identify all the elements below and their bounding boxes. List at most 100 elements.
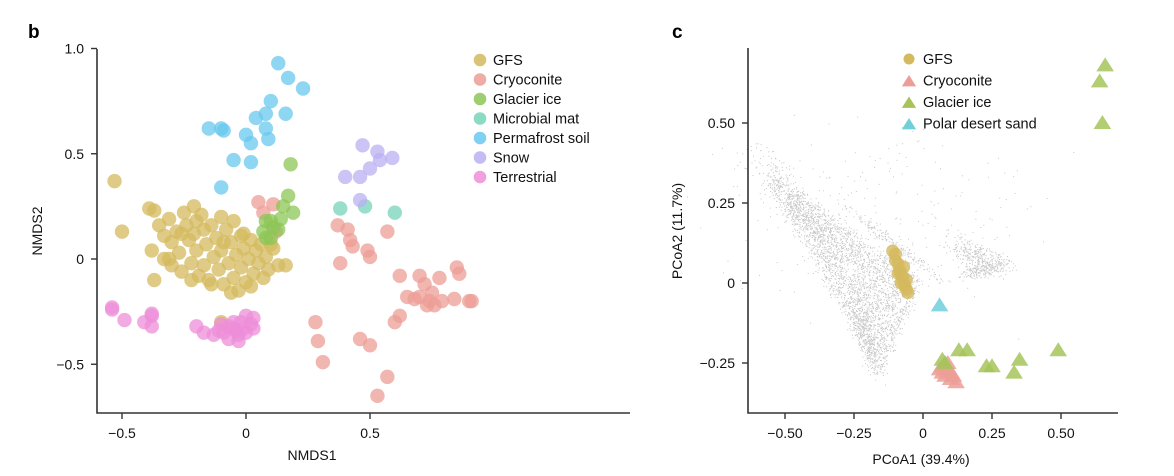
background-point	[863, 329, 865, 330]
point-cryoconite	[424, 285, 440, 300]
background-point	[907, 251, 909, 253]
background-point	[782, 214, 784, 216]
background-point	[912, 244, 914, 246]
background-point	[966, 250, 968, 252]
background-point	[860, 217, 862, 219]
background-point	[808, 226, 810, 228]
background-point	[824, 229, 826, 231]
background-point	[810, 208, 812, 210]
background-point	[866, 344, 868, 346]
background-point	[836, 271, 838, 273]
background-point	[884, 357, 886, 359]
background-point	[864, 339, 866, 340]
background-point	[820, 257, 822, 259]
background-point	[815, 231, 817, 233]
y-tick-label: 0.5	[65, 146, 85, 162]
background-point	[915, 287, 917, 289]
background-point	[880, 254, 882, 256]
background-point	[835, 237, 837, 238]
point-gfs	[147, 203, 162, 218]
background-point	[870, 325, 872, 327]
background-point	[873, 369, 875, 371]
background-point	[985, 275, 987, 277]
background-point	[826, 262, 828, 264]
background-point	[750, 146, 752, 147]
background-point	[906, 302, 907, 304]
background-point	[988, 272, 990, 274]
background-point	[820, 241, 821, 243]
background-point	[870, 352, 872, 353]
background-point	[858, 329, 860, 331]
background-point	[801, 195, 803, 197]
background-point	[815, 252, 817, 254]
background-point	[811, 252, 813, 254]
background-point	[877, 323, 879, 325]
background-point	[899, 322, 901, 323]
background-point	[793, 202, 795, 204]
background-point	[963, 249, 965, 251]
background-point	[769, 176, 771, 178]
background-point	[869, 340, 871, 342]
background-point	[877, 329, 879, 331]
background-point	[908, 314, 910, 316]
background-point	[899, 292, 901, 293]
background-point	[891, 287, 893, 289]
background-point	[814, 221, 816, 223]
background-point	[869, 354, 871, 356]
background-point	[855, 257, 857, 259]
background-point	[939, 275, 941, 277]
background-point	[850, 245, 852, 247]
background-point	[875, 365, 877, 367]
background-point	[847, 287, 849, 289]
background-point	[786, 167, 787, 169]
background-point	[826, 286, 828, 288]
background-point	[913, 280, 915, 282]
background-point	[862, 294, 864, 296]
background-point	[880, 310, 882, 312]
background-point	[824, 248, 826, 250]
background-point	[984, 259, 986, 261]
background-point	[857, 316, 858, 318]
background-point	[855, 300, 857, 302]
background-point	[883, 363, 885, 365]
background-point	[852, 309, 854, 311]
background-point	[858, 261, 860, 263]
background-point	[817, 240, 818, 242]
background-point	[989, 261, 991, 263]
legend-item-microbial-mat: Microbial mat	[473, 112, 579, 128]
background-point	[879, 318, 881, 319]
background-point	[957, 253, 959, 255]
background-point	[850, 282, 852, 284]
background-point	[873, 231, 875, 233]
background-point	[860, 273, 862, 274]
background-point	[845, 269, 847, 271]
background-point	[879, 318, 880, 320]
background-point	[877, 278, 879, 280]
background-point	[845, 260, 847, 262]
background-point	[872, 337, 874, 338]
background-point	[856, 316, 858, 318]
background-point	[817, 252, 819, 254]
background-point	[778, 196, 780, 198]
background-point	[878, 343, 880, 345]
background-point	[869, 220, 871, 222]
background-point	[892, 308, 894, 310]
background-point	[879, 307, 881, 309]
background-point	[822, 223, 824, 225]
background-point	[859, 246, 860, 248]
background-point	[819, 241, 821, 242]
background-point	[968, 252, 970, 254]
background-point	[790, 211, 792, 213]
background-point	[864, 261, 865, 263]
background-point	[849, 232, 851, 234]
background-point	[823, 252, 825, 254]
background-point	[885, 344, 887, 346]
background-point	[979, 258, 981, 260]
background-point	[1009, 259, 1010, 261]
background-point	[832, 255, 834, 257]
background-point	[889, 241, 891, 243]
background-point	[797, 230, 799, 232]
background-point	[935, 274, 936, 275]
background-point	[996, 267, 998, 268]
background-point	[978, 272, 980, 274]
